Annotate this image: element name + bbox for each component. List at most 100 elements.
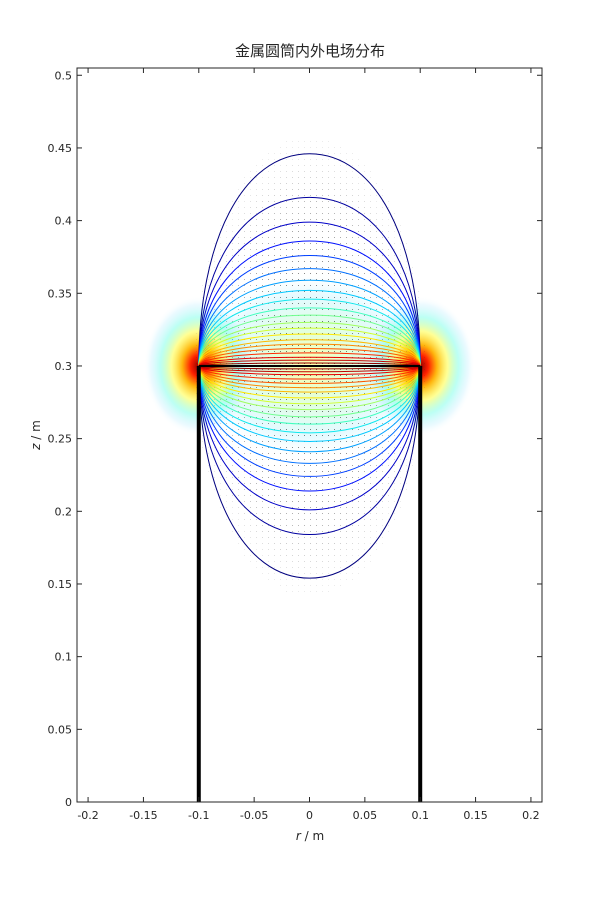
field-arrow: [394, 453, 395, 454]
field-arrow: [376, 423, 377, 424]
field-arrow: [334, 411, 335, 412]
field-arrow: [346, 435, 347, 436]
field-arrow: [316, 231, 317, 232]
field-arrow: [316, 477, 317, 478]
field-arrow: [364, 405, 365, 406]
field-arrow: [274, 477, 275, 478]
field-arrow: [310, 267, 311, 268]
field-arrow: [346, 465, 347, 466]
field-arrow: [352, 495, 353, 496]
field-arrow: [280, 393, 281, 394]
field-arrow: [232, 471, 233, 472]
field-arrow: [322, 369, 323, 370]
field-arrow: [286, 321, 287, 322]
field-arrow: [292, 453, 293, 454]
field-arrow: [250, 411, 251, 412]
field-arrow: [358, 315, 359, 316]
field-arrow: [304, 327, 305, 328]
field-arrow: [370, 351, 371, 352]
field-arrow: [400, 393, 401, 394]
field-arrow: [274, 165, 275, 166]
field-arrow: [328, 585, 329, 586]
field-arrow: [268, 303, 269, 304]
field-arrow: [256, 519, 257, 520]
field-arrow: [238, 333, 239, 334]
contour-upper-12: [198, 327, 421, 366]
field-arrow: [358, 177, 359, 178]
field-arrow: [352, 321, 353, 322]
field-arrow: [232, 483, 233, 484]
field-arrow: [298, 393, 299, 394]
field-arrow: [214, 399, 215, 400]
field-arrow: [274, 171, 275, 172]
field-arrow: [274, 159, 275, 160]
field-arrow: [322, 381, 323, 382]
field-arrow: [208, 297, 209, 298]
field-arrow: [220, 297, 221, 298]
field-arrow: [364, 303, 365, 304]
field-arrow: [226, 405, 227, 406]
field-arrow: [400, 333, 401, 334]
field-arrow: [232, 441, 233, 442]
field-arrow: [400, 267, 401, 268]
field-arrow: [220, 243, 221, 244]
field-arrow: [358, 483, 359, 484]
field-arrow: [364, 261, 365, 262]
field-arrow: [352, 561, 353, 562]
field-arrow: [286, 375, 287, 376]
field-arrow: [328, 201, 329, 202]
field-arrow: [334, 147, 335, 148]
field-arrow: [382, 243, 383, 244]
field-arrow: [370, 375, 371, 376]
field-arrow: [376, 507, 377, 508]
field-arrow: [316, 327, 317, 328]
field-arrow: [256, 369, 257, 370]
field-arrow: [358, 267, 359, 268]
field-arrow: [226, 441, 227, 442]
field-arrow: [268, 417, 269, 418]
field-arrow: [328, 525, 329, 526]
field-arrow: [328, 411, 329, 412]
field-arrow: [256, 219, 257, 220]
field-arrow: [310, 183, 311, 184]
field-arrow: [286, 279, 287, 280]
field-arrow: [262, 465, 263, 466]
field-arrow: [202, 309, 203, 310]
field-arrow: [238, 357, 239, 358]
field-arrow: [376, 441, 377, 442]
field-arrow: [424, 381, 425, 382]
field-arrow: [346, 231, 347, 232]
field-arrow: [268, 279, 269, 280]
contour-upper-16: [198, 348, 421, 367]
field-arrow: [292, 585, 293, 586]
field-arrow: [268, 495, 269, 496]
field-arrow: [346, 327, 347, 328]
field-arrow: [340, 477, 341, 478]
field-arrow: [304, 447, 305, 448]
field-arrow: [268, 387, 269, 388]
field-arrow: [334, 501, 335, 502]
field-arrow: [322, 507, 323, 508]
field-arrow: [364, 231, 365, 232]
field-arrow: [250, 237, 251, 238]
field-arrow: [358, 453, 359, 454]
field-arrow: [346, 399, 347, 400]
field-arrow: [406, 351, 407, 352]
field-arrow: [328, 189, 329, 190]
x-tick-label: -0.05: [240, 809, 268, 822]
field-arrow: [292, 309, 293, 310]
field-arrow: [226, 237, 227, 238]
field-arrow: [304, 147, 305, 148]
field-arrow: [352, 243, 353, 244]
field-arrow: [328, 507, 329, 508]
field-arrow: [328, 327, 329, 328]
field-arrow: [226, 267, 227, 268]
field-arrow: [298, 501, 299, 502]
field-arrow: [388, 267, 389, 268]
field-arrow: [238, 447, 239, 448]
field-arrow: [346, 243, 347, 244]
field-arrow: [202, 291, 203, 292]
field-arrow: [400, 483, 401, 484]
field-arrow: [280, 219, 281, 220]
field-arrow: [358, 471, 359, 472]
